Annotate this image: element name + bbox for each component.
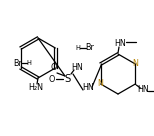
Text: Br: Br [14, 58, 22, 67]
Text: O: O [49, 75, 55, 84]
Text: HN: HN [138, 86, 149, 95]
Text: HN: HN [82, 83, 94, 92]
Text: N: N [98, 80, 104, 89]
Text: HN: HN [114, 38, 126, 47]
Text: S: S [65, 74, 71, 84]
Text: O: O [51, 64, 57, 72]
Text: H: H [76, 45, 80, 51]
Text: H: H [26, 60, 31, 66]
Text: Br: Br [86, 44, 94, 52]
Text: HN: HN [71, 63, 83, 72]
Text: H₂N: H₂N [28, 84, 43, 92]
Text: N: N [132, 60, 138, 69]
